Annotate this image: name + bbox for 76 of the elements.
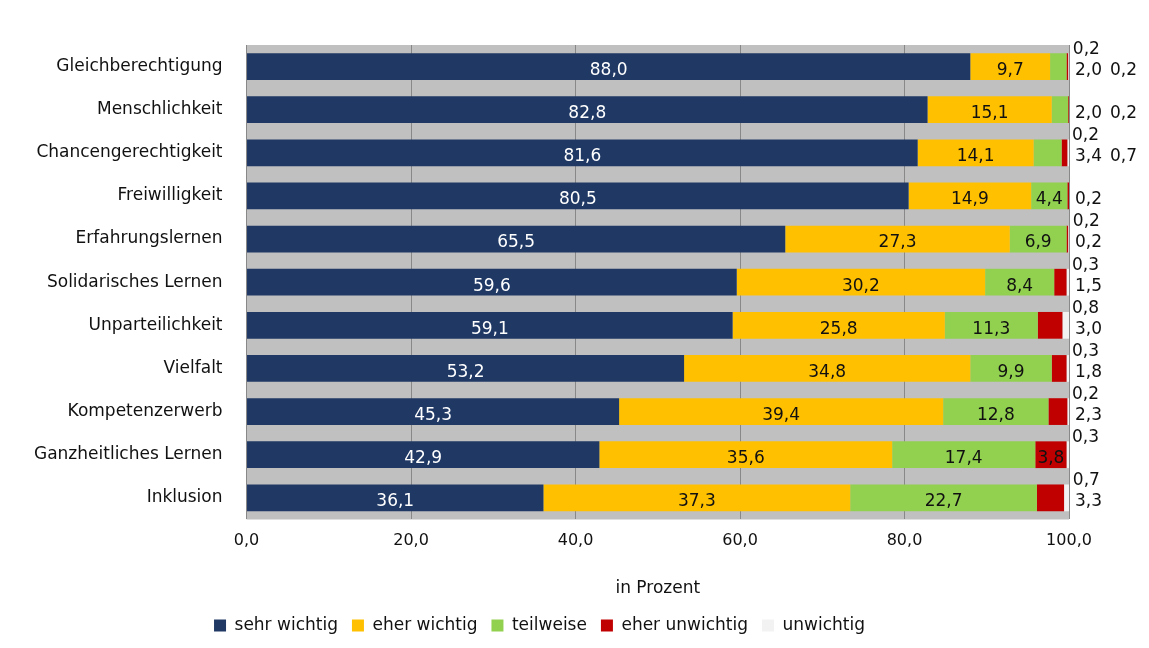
data-label: 45,3 bbox=[414, 404, 452, 424]
data-label: 59,6 bbox=[472, 274, 511, 295]
data-label: 1,5 bbox=[1075, 274, 1103, 295]
legend-label: sehr wichtig bbox=[234, 613, 338, 634]
x-tick-label: 100,0 bbox=[1046, 530, 1092, 550]
data-label: 3,0 bbox=[1075, 317, 1103, 338]
data-label: 34,8 bbox=[808, 360, 847, 381]
y-tick-label: Freiwilligkeit bbox=[117, 184, 223, 205]
legend-label: unwichtig bbox=[782, 613, 865, 634]
data-label: 11,3 bbox=[972, 317, 1011, 338]
data-label: 6,9 bbox=[1024, 231, 1052, 252]
data-label: 2,3 bbox=[1075, 404, 1103, 424]
x-tick-label: 20,0 bbox=[393, 530, 429, 550]
y-tick-label: Erfahrungslernen bbox=[75, 227, 223, 248]
y-tick-label: Menschlichkeit bbox=[96, 98, 223, 119]
data-label: 17,4 bbox=[944, 447, 983, 468]
data-label: 0,2 bbox=[1072, 37, 1100, 58]
data-label: 88,0 bbox=[589, 58, 628, 79]
data-label: 3,8 bbox=[1037, 447, 1065, 468]
data-label: 0,2 bbox=[1072, 210, 1100, 231]
legend-label: eher unwichtig bbox=[621, 613, 748, 634]
legend-label: teilweise bbox=[511, 613, 587, 634]
data-label: 3,4 bbox=[1075, 145, 1103, 166]
data-label: 82,8 bbox=[568, 102, 607, 123]
data-label: 25,8 bbox=[819, 317, 858, 338]
x-tick-label: 80,0 bbox=[886, 530, 923, 550]
data-label: 59,1 bbox=[470, 317, 509, 338]
y-tick-label: Gleichberechtigung bbox=[56, 54, 223, 75]
y-tick-label: Chancengerechtigkeit bbox=[36, 141, 223, 162]
data-label: 14,9 bbox=[950, 188, 989, 209]
y-tick-label: Unparteilichkeit bbox=[88, 313, 223, 334]
data-label: 0,2 bbox=[1075, 231, 1103, 252]
x-tick-label: 60,0 bbox=[722, 530, 758, 550]
data-label: 53,2 bbox=[446, 360, 485, 381]
y-tick-label: Inklusion bbox=[146, 486, 223, 507]
data-label: 81,6 bbox=[563, 145, 602, 166]
data-label: 0,2 bbox=[1110, 58, 1138, 79]
y-tick-label: Vielfalt bbox=[163, 356, 223, 377]
y-tick-label: Ganzheitliches Lernen bbox=[34, 443, 223, 464]
data-label: 9,7 bbox=[996, 58, 1024, 79]
data-label: 14,1 bbox=[956, 145, 995, 166]
data-label: 27,3 bbox=[878, 231, 917, 252]
data-label: 15,1 bbox=[970, 102, 1009, 123]
x-axis-title: in Prozent bbox=[615, 577, 701, 598]
data-label: 37,3 bbox=[677, 490, 716, 511]
data-label: 42,9 bbox=[404, 447, 443, 468]
y-tick-label: Solidarisches Lernen bbox=[46, 270, 223, 291]
data-label: 0,3 bbox=[1072, 339, 1100, 360]
data-label: 39,4 bbox=[762, 404, 801, 424]
data-label: 3,3 bbox=[1075, 490, 1103, 511]
data-label: 65,5 bbox=[497, 231, 536, 252]
data-label: 0,3 bbox=[1072, 253, 1100, 274]
legend-label: eher wichtig bbox=[372, 613, 478, 634]
x-tick-label: 40,0 bbox=[557, 530, 594, 550]
data-label: 9,9 bbox=[997, 360, 1025, 381]
x-tick-label: 0,0 bbox=[233, 530, 260, 550]
data-label: 0,2 bbox=[1072, 383, 1100, 403]
data-label: 0,2 bbox=[1075, 188, 1103, 209]
data-label: 1,8 bbox=[1075, 360, 1103, 381]
data-label: 30,2 bbox=[841, 274, 880, 295]
data-label: 0,7 bbox=[1072, 469, 1100, 490]
data-label: 0,7 bbox=[1110, 145, 1138, 166]
data-label: 0,2 bbox=[1072, 124, 1100, 145]
data-label: 4,4 bbox=[1035, 188, 1063, 209]
data-label: 2,0 bbox=[1075, 102, 1103, 123]
data-label: 35,6 bbox=[726, 447, 765, 468]
data-label: 22,7 bbox=[924, 490, 963, 511]
data-label: 80,5 bbox=[558, 188, 597, 209]
data-label: 0,8 bbox=[1072, 296, 1100, 317]
data-label: 0,2 bbox=[1110, 102, 1138, 123]
data-label: 0,3 bbox=[1072, 426, 1100, 447]
data-label: 8,4 bbox=[1006, 274, 1034, 295]
y-tick-label: Kompetenzerwerb bbox=[67, 400, 223, 420]
data-label: 36,1 bbox=[376, 490, 415, 511]
data-label: 12,8 bbox=[976, 404, 1015, 424]
data-label: 2,0 bbox=[1075, 58, 1103, 79]
